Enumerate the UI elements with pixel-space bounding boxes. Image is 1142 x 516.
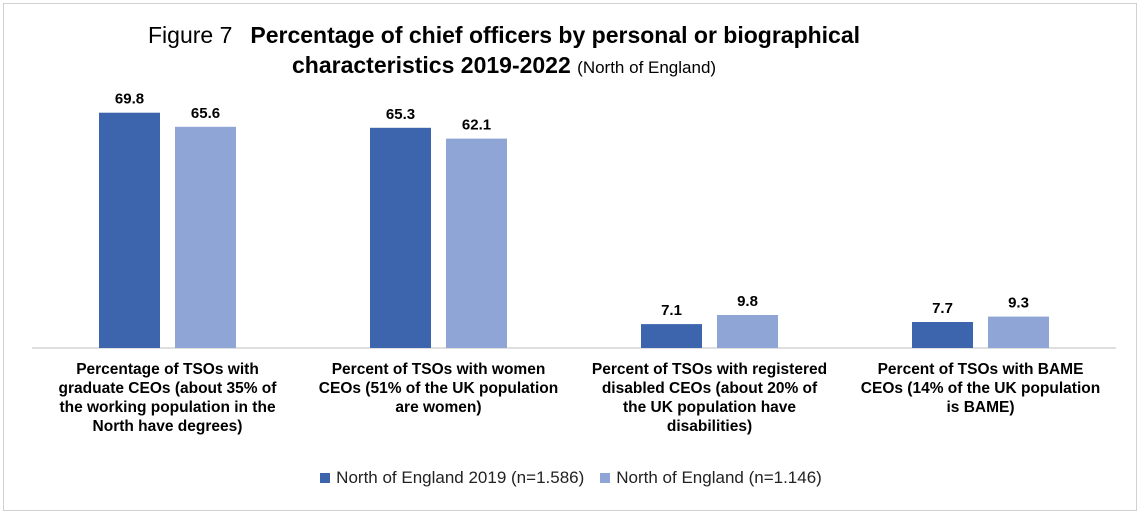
category-label-line: Percent of TSOs with women: [331, 361, 546, 378]
bar-series-1-category-1: [99, 112, 160, 348]
chart-title-line-1: Figure 7 Percentage of chief officers by …: [148, 22, 860, 49]
bar-series-2-category-2: [446, 138, 507, 348]
category-label-line: graduate CEOs (about 35% of: [58, 380, 277, 397]
category-label-line: disabilities): [666, 418, 753, 435]
data-label-series-1-category-1: 69.8: [115, 91, 144, 108]
category-label-1: Percentage of TSOs with graduate CEOs (ab…: [35, 360, 301, 436]
bar-series-1-category-2: [370, 127, 431, 348]
legend-label: North of England (n=1.146): [616, 468, 822, 487]
chart-title-line2: characteristics 2019-2022: [292, 52, 571, 78]
bar-series-2-category-3: [717, 315, 778, 348]
data-label-series-2-category-2: 62.1: [462, 117, 491, 134]
category-label-line: Percent of TSOs with registered: [591, 361, 828, 378]
category-label-line: North have degrees): [92, 418, 243, 435]
chart-title-line-2: characteristics 2019-2022 (North of Engl…: [292, 52, 716, 79]
category-label-line: CEOs (51% of the UK population: [318, 380, 559, 397]
category-label-line: are women): [395, 399, 482, 416]
legend-item-1: North of England 2019 (n=1.586): [320, 468, 584, 488]
category-label-line: Percent of TSOs with BAME: [877, 361, 1084, 378]
legend-label: North of England 2019 (n=1.586): [336, 468, 585, 487]
category-label-line: the UK population have: [622, 399, 797, 416]
legend-item-2: North of England (n=1.146): [600, 468, 822, 488]
category-label-line: Percentage of TSOs with: [76, 361, 259, 378]
data-label-series-1-category-3: 7.1: [661, 302, 682, 319]
legend: North of England 2019 (n=1.586) North of …: [0, 468, 1142, 488]
bar-series-2-category-1: [175, 126, 236, 348]
legend-swatch: [320, 473, 331, 483]
bar-series-2-category-4: [988, 316, 1049, 348]
bar-series-1-category-4: [912, 322, 973, 348]
category-label-2: Percent of TSOs with women CEOs (51% of t…: [306, 360, 572, 417]
data-label-series-2-category-3: 9.8: [737, 293, 758, 310]
data-label-series-1-category-4: 7.7: [932, 300, 953, 317]
category-label-4: Percent of TSOs with BAME CEOs (14% of th…: [848, 360, 1114, 417]
category-label-line: the working population in the: [59, 399, 276, 416]
figure-number: Figure 7: [148, 22, 233, 48]
category-label-line: CEOs (14% of the UK population: [860, 380, 1101, 397]
chart-frame: [3, 3, 1137, 511]
category-label-3: Percent of TSOs with registered disabled …: [577, 360, 843, 436]
legend-swatch: [600, 473, 611, 483]
chart-title-main: Percentage of chief officers by personal…: [250, 22, 861, 48]
data-label-series-1-category-2: 65.3: [386, 106, 415, 123]
data-label-series-2-category-4: 9.3: [1008, 295, 1029, 312]
bar-series-1-category-3: [641, 324, 702, 348]
chart-subtitle: (North of England): [577, 58, 717, 77]
category-label-line: disabled CEOs (about 20% of: [601, 380, 818, 397]
category-label-line: is BAME): [946, 399, 1015, 416]
data-label-series-2-category-1: 65.6: [191, 105, 220, 122]
